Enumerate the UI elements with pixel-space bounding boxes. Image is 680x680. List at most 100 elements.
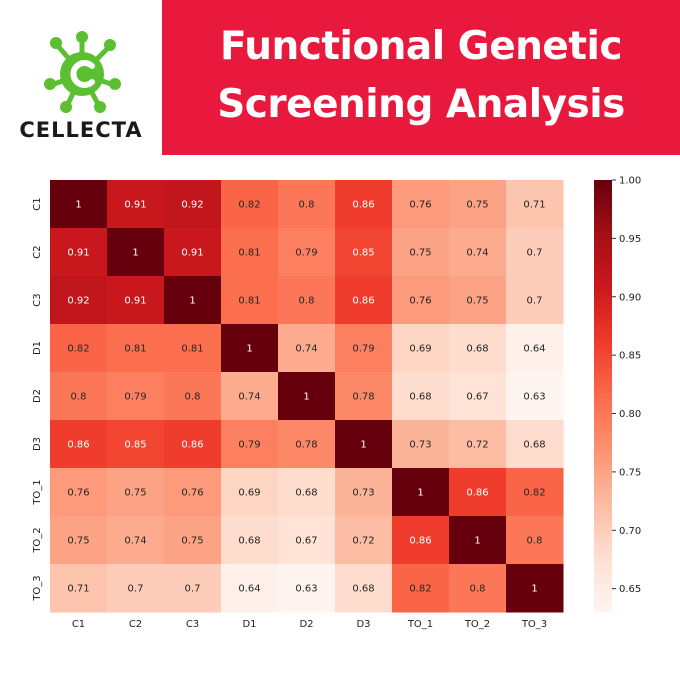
y-axis: C1 C2 C3 D1 D2 D3 TO_1 TO_2 TO_3 <box>32 197 43 601</box>
cell-value-label: 0.72 <box>352 536 374 547</box>
title-banner: Functional Genetic Screening Analysis <box>162 0 680 155</box>
cell-value-label: 1 <box>360 440 366 451</box>
colorbar-tick-label: 0.75 <box>619 467 641 478</box>
heatmap-cell <box>449 180 507 229</box>
cell-value-label: 0.8 <box>185 392 201 403</box>
colorbar-tick-label: 0.80 <box>619 409 641 420</box>
heatmap-cell <box>164 276 222 325</box>
cell-value-label: 0.68 <box>352 584 374 595</box>
cell-value-label: 0.86 <box>409 536 431 547</box>
cell-value-label: 0.68 <box>466 344 488 355</box>
y-tick-label: TO_2 <box>32 527 43 553</box>
heatmap-cell <box>449 564 507 613</box>
cell-value-label: 0.8 <box>299 296 315 307</box>
cell-value-label: 0.67 <box>295 536 317 547</box>
cell-value-label: 0.63 <box>523 392 545 403</box>
cell-value-label: 0.75 <box>466 296 488 307</box>
heatmap-cell <box>392 180 450 229</box>
cell-value-label: 0.76 <box>181 488 203 499</box>
heatmap-cell <box>107 468 165 517</box>
colorbar-tick-label: 0.95 <box>619 234 641 245</box>
cell-value-label: 0.75 <box>124 488 146 499</box>
cell-value-label: 0.75 <box>67 536 89 547</box>
cell-value-label: 0.86 <box>352 296 374 307</box>
cell-value-label: 1 <box>303 392 309 403</box>
heatmap-cell <box>164 324 222 373</box>
cell-value-label: 0.86 <box>181 440 203 451</box>
heatmap-cell <box>392 324 450 373</box>
cell-value-label: 0.86 <box>466 488 488 499</box>
banner-title-line-1: Functional Genetic <box>220 24 623 69</box>
cell-value-label: 0.63 <box>295 584 317 595</box>
cell-value-label: 1 <box>417 488 423 499</box>
heatmap-cell <box>164 516 222 565</box>
heatmap-cell <box>278 324 336 373</box>
x-tick-label: D2 <box>299 619 313 630</box>
colorbar-tick-label: 0.85 <box>619 351 641 362</box>
cell-value-label: 0.91 <box>181 248 203 259</box>
heatmap-cell <box>221 564 279 613</box>
cell-value-label: 0.82 <box>238 200 260 211</box>
heatmap-cell <box>392 372 450 421</box>
heatmap-cell <box>278 276 336 325</box>
heatmap-cell <box>164 468 222 517</box>
heatmap-cell <box>278 564 336 613</box>
cell-value-label: 0.79 <box>295 248 317 259</box>
cell-value-label: 0.8 <box>527 536 543 547</box>
cell-value-label: 0.76 <box>409 200 431 211</box>
heatmap-cell <box>50 372 108 421</box>
cell-value-label: 0.73 <box>352 488 374 499</box>
x-tick-label: TO_3 <box>521 619 547 630</box>
cell-value-label: 1 <box>189 296 195 307</box>
heatmap-cell <box>392 564 450 613</box>
heatmap-cell <box>392 420 450 469</box>
cell-value-label: 0.74 <box>238 392 260 403</box>
cell-value-label: 1 <box>132 248 138 259</box>
heatmap-cell <box>506 516 564 565</box>
cell-value-label: 0.78 <box>295 440 317 451</box>
cell-value-label: 0.68 <box>295 488 317 499</box>
cell-value-label: 0.7 <box>527 248 543 259</box>
cell-value-label: 0.85 <box>124 440 146 451</box>
brand-name: CELLECTA <box>19 118 143 142</box>
heatmap-cell <box>278 228 336 277</box>
heatmap-cell <box>335 228 393 277</box>
banner-title: Functional Genetic Screening Analysis <box>162 18 680 134</box>
heatmap-cell <box>278 468 336 517</box>
x-tick-label: C2 <box>129 619 142 630</box>
cell-value-label: 0.81 <box>124 344 146 355</box>
heatmap-cell <box>221 468 279 517</box>
heatmap-cell <box>335 420 393 469</box>
colorbar-tick-label: 0.65 <box>619 584 641 595</box>
cell-value-label: 0.91 <box>124 296 146 307</box>
cell-value-label: 0.79 <box>352 344 374 355</box>
colorbar-tick-label: 0.90 <box>619 292 641 303</box>
y-tick-label: C3 <box>32 293 43 306</box>
heatmap-cell <box>221 180 279 229</box>
heatmap-cell <box>449 372 507 421</box>
cell-value-label: 0.79 <box>238 440 260 451</box>
cell-value-label: 0.78 <box>352 392 374 403</box>
banner-title-line-2: Screening Analysis <box>217 82 625 127</box>
x-tick-label: D3 <box>356 619 370 630</box>
cell-value-label: 0.76 <box>67 488 89 499</box>
heatmap-cell <box>278 180 336 229</box>
heatmap-cell <box>50 420 108 469</box>
heatmap-cell <box>107 228 165 277</box>
y-tick-label: D1 <box>32 341 43 355</box>
cell-value-label: 0.81 <box>181 344 203 355</box>
heatmap-cell <box>335 468 393 517</box>
heatmap-cell <box>164 180 222 229</box>
heatmap-cell <box>278 516 336 565</box>
heatmap-cell <box>221 420 279 469</box>
cell-value-label: 0.91 <box>67 248 89 259</box>
heatmap-cell <box>107 276 165 325</box>
heatmap-cell <box>506 372 564 421</box>
x-tick-label: C1 <box>72 619 85 630</box>
heatmap-cell <box>107 420 165 469</box>
heatmap-cell <box>164 228 222 277</box>
cell-value-label: 0.68 <box>409 392 431 403</box>
heatmap-cell <box>335 180 393 229</box>
heatmap-cell <box>449 276 507 325</box>
